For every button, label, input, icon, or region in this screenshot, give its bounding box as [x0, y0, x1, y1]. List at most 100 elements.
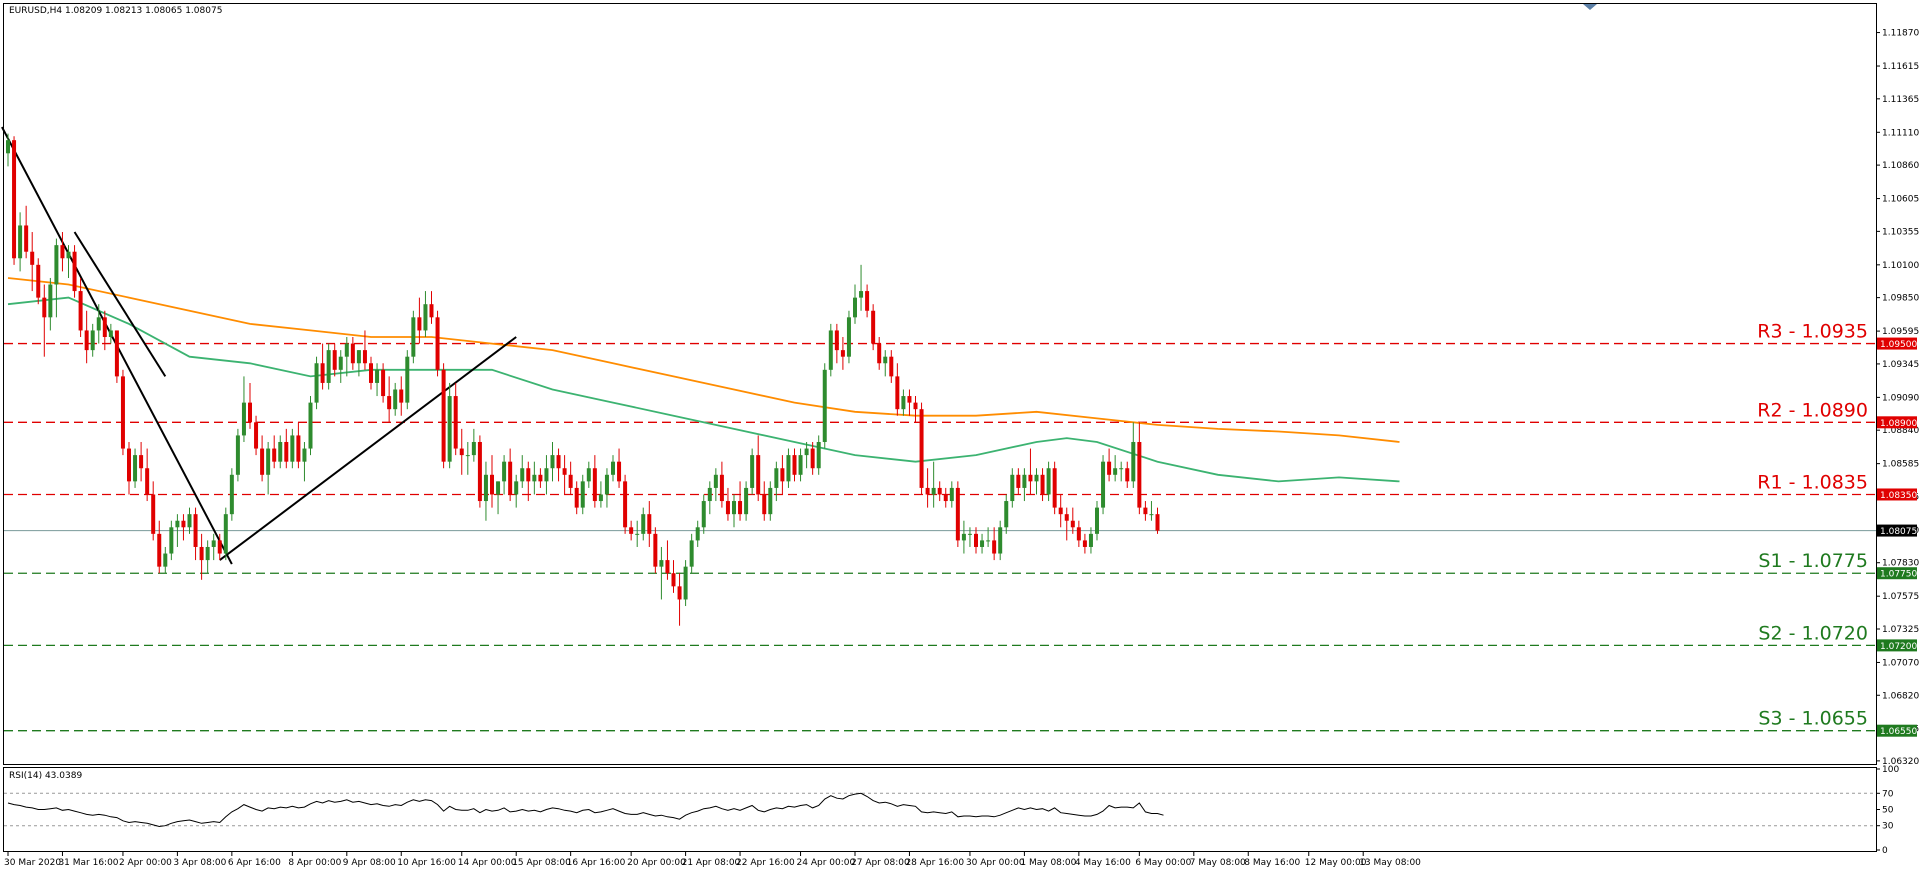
rsi-tick-label: 50	[1882, 806, 1894, 816]
candle-body	[187, 514, 192, 528]
candle	[6, 133, 10, 167]
candle-body	[750, 455, 755, 488]
candle	[713, 468, 718, 502]
candle-body	[453, 396, 458, 449]
candle-body	[931, 487, 936, 495]
candle-body	[483, 474, 488, 502]
candle-body	[1119, 468, 1124, 470]
level-tag-text-s3: 1.06550	[1880, 727, 1917, 737]
candle	[889, 350, 894, 383]
candle-body	[18, 225, 23, 259]
candle-body	[211, 540, 216, 547]
candle-body	[744, 487, 749, 515]
candle-body	[967, 533, 972, 535]
candle	[235, 428, 240, 482]
candle-body	[629, 527, 634, 534]
price-tick-label: 1.11870	[1882, 29, 1919, 39]
candles	[6, 133, 1160, 626]
candle	[931, 461, 936, 508]
price-tick-label: 1.11110	[1882, 128, 1919, 138]
candle-body	[278, 441, 283, 462]
candle	[127, 441, 131, 495]
candle	[774, 461, 779, 502]
candle-body	[1076, 527, 1081, 541]
candle	[350, 337, 355, 370]
candle	[514, 474, 519, 508]
candle	[719, 461, 724, 508]
candle	[375, 363, 380, 397]
candle	[1052, 461, 1057, 515]
candle	[853, 284, 857, 324]
candle	[1095, 501, 1099, 541]
candle-body	[713, 474, 718, 488]
candle-body	[447, 396, 452, 462]
candle-body	[1095, 507, 1099, 534]
candle-body	[961, 533, 966, 541]
candle-body	[580, 481, 585, 508]
candle-body	[223, 514, 228, 554]
candle-body	[695, 527, 700, 541]
candle-body	[623, 481, 628, 528]
candle-body	[550, 455, 555, 469]
candle-body	[254, 422, 259, 449]
candle-body	[6, 140, 10, 154]
candle-body	[840, 350, 845, 357]
time-tick-label: 4 May 16:00	[1075, 858, 1131, 868]
price-tick-label: 1.09850	[1882, 294, 1919, 304]
time-tick-label: 8 Apr 00:00	[288, 858, 341, 868]
candle-body	[1155, 514, 1160, 531]
candle	[169, 520, 174, 561]
candle	[435, 310, 440, 377]
candle-body	[217, 540, 222, 554]
time-tick-label: 15 Apr 08:00	[512, 858, 571, 868]
candle	[768, 481, 773, 521]
candle-body	[907, 396, 912, 403]
candle-body	[127, 448, 131, 482]
candle-body	[955, 487, 960, 541]
level-label-r3: R3 - 1.0935	[1757, 321, 1868, 343]
candle	[241, 376, 246, 442]
candle	[18, 212, 23, 272]
candle	[1149, 501, 1154, 521]
candle-body	[1113, 468, 1118, 475]
candle-body	[1016, 474, 1021, 488]
candle-body	[1070, 520, 1075, 528]
level-tag-r1	[1877, 488, 1917, 501]
level-price-tags: 1.09500 1.08900 1.08350 1.07750 1.07200 1.065…	[1877, 337, 1917, 737]
current-price-tag-text: 1.08075	[1880, 527, 1917, 537]
time-tick-label: 27 Apr 08:00	[851, 858, 910, 868]
candle	[332, 343, 337, 377]
candle	[296, 422, 301, 469]
candle-body	[514, 481, 519, 495]
candle	[496, 481, 501, 515]
candle	[937, 481, 942, 502]
candle-body	[1004, 501, 1009, 528]
rsi-tick-label: 30	[1882, 822, 1894, 832]
candle-body	[635, 533, 640, 535]
candle-body	[411, 317, 416, 357]
level-label-r2: R2 - 1.0890	[1757, 399, 1868, 421]
candle-body	[114, 330, 119, 377]
candle-body	[387, 396, 392, 410]
shift-marker-icon[interactable]	[1583, 4, 1597, 10]
price-tick-label: 1.09595	[1882, 327, 1919, 337]
price-tick-label: 1.11615	[1882, 62, 1919, 72]
candle-body	[895, 376, 900, 410]
rsi-panel: 100 70 50 30 0	[4, 765, 1899, 856]
candle	[96, 304, 101, 344]
candle	[580, 474, 585, 515]
level-tag-s1	[1877, 567, 1917, 580]
candle-body	[42, 297, 47, 318]
candle-body	[592, 468, 597, 502]
candle	[798, 448, 803, 482]
candle	[544, 455, 549, 495]
candle	[193, 507, 198, 561]
candle-body	[822, 369, 827, 442]
candle-body	[707, 487, 712, 502]
candle-body	[1101, 461, 1106, 508]
candle	[598, 481, 603, 508]
candle-body	[175, 520, 180, 528]
candle-body	[659, 560, 664, 567]
candle-body	[877, 343, 882, 364]
candle-body	[477, 441, 482, 502]
